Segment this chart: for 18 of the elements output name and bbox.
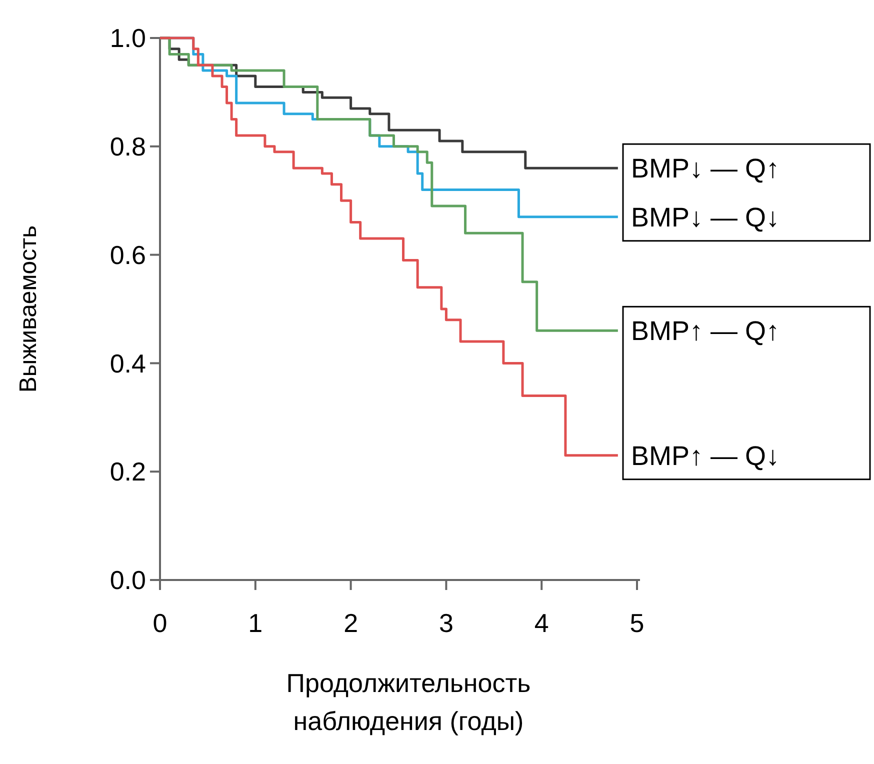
y-tick-label: 0.8 <box>110 132 146 162</box>
x-axis-title: Продолжительность наблюдения (годы) <box>286 668 531 736</box>
series-label: BMP↑ — Q↑ <box>631 316 780 346</box>
x-tick-label: 1 <box>248 608 263 638</box>
y-tick-label: 0.4 <box>110 348 146 378</box>
y-tick-label: 0.6 <box>110 240 146 270</box>
series-label: BMP↓ — Q↓ <box>631 202 780 232</box>
y-tick-label: 0.2 <box>110 456 146 487</box>
x-tick-label: 2 <box>344 608 358 638</box>
x-tick-label: 5 <box>630 608 644 638</box>
y-tick-label: 1.0 <box>110 23 146 54</box>
x-tick-label: 3 <box>438 608 454 638</box>
y-tick-label: 0.0 <box>110 565 146 596</box>
series-label: BMP↑ — Q↓ <box>631 440 780 471</box>
x-tick-label: 0 <box>152 608 168 638</box>
series-label: BMP↓ — Q↑ <box>631 154 780 184</box>
y-axis-title: Выживаемость <box>15 225 42 393</box>
x-tick-label: 4 <box>534 608 549 638</box>
